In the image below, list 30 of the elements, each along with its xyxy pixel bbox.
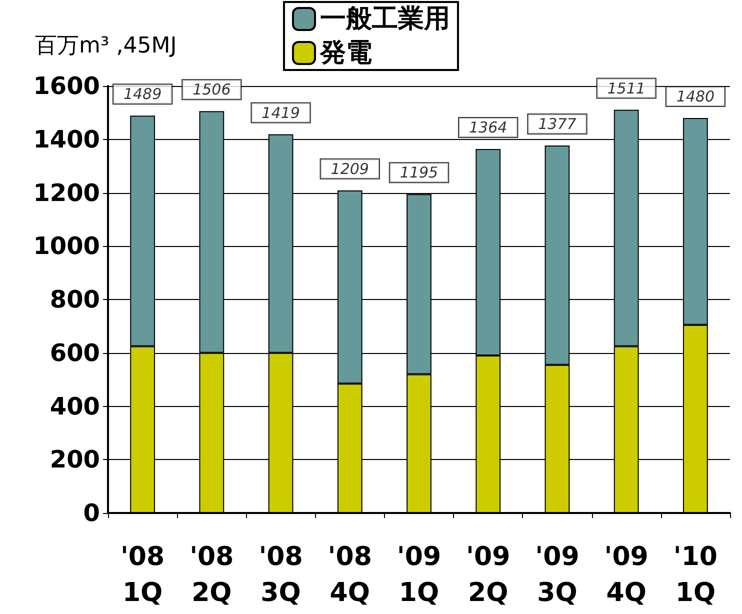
x-tick-label: '08 3Q <box>258 542 303 608</box>
x-tick-label: '08 2Q <box>190 542 234 608</box>
y-tick-label: 200 <box>50 446 100 474</box>
legend-label: 発電 <box>319 38 372 68</box>
total-label: 1377 <box>538 115 577 134</box>
y-tick-label: 0 <box>83 499 100 527</box>
y-tick-label: 1000 <box>33 232 100 260</box>
total-label: 1195 <box>400 164 438 182</box>
x-tick-label: '08 1Q <box>120 542 165 608</box>
total-label: 1506 <box>192 80 231 99</box>
x-tick-label: '10 1Q <box>673 542 718 608</box>
x-tick-label: '09 3Q <box>535 542 580 608</box>
y-tick-label: 800 <box>50 286 100 314</box>
y-tick-label: 400 <box>50 392 100 420</box>
x-tick-label: '08 4Q <box>328 542 372 608</box>
y-tick-label: 1200 <box>33 178 100 207</box>
x-tick-label: '09 4Q <box>604 542 648 608</box>
legend-label: 一般工業用 <box>320 4 450 34</box>
total-label: 1489 <box>123 85 162 104</box>
y-tick-label: 1600 <box>33 72 100 100</box>
total-label: 1364 <box>469 118 508 136</box>
x-tick-label: '09 2Q <box>466 542 510 608</box>
total-label: 1480 <box>676 88 715 106</box>
y-axis-title: 百万m³ ,45MJ <box>35 34 177 58</box>
total-label: 1419 <box>262 104 300 122</box>
total-label: 1209 <box>330 160 369 178</box>
total-label: 1511 <box>607 79 646 98</box>
y-tick-label: 1400 <box>33 125 100 154</box>
y-tick-label: 600 <box>50 338 100 367</box>
x-tick-label: '09 1Q <box>396 542 442 608</box>
